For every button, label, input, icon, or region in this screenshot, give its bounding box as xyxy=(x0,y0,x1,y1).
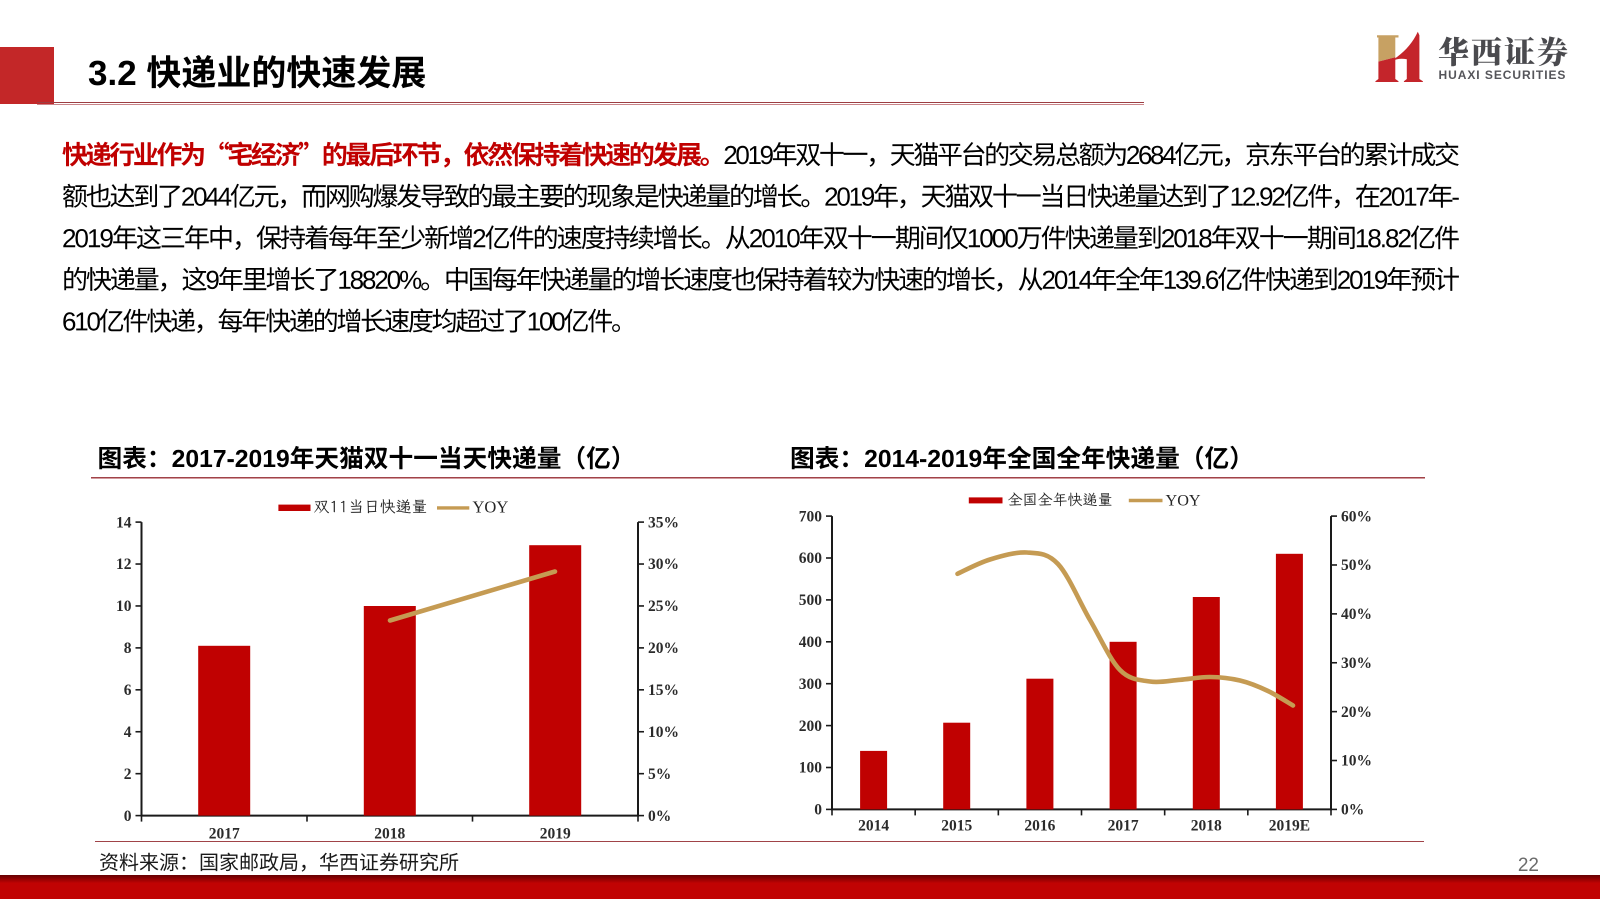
svg-text:0%: 0% xyxy=(1341,802,1364,819)
svg-text:60%: 60% xyxy=(1341,508,1372,525)
svg-text:30%: 30% xyxy=(1341,655,1372,672)
svg-text:600: 600 xyxy=(799,550,823,567)
svg-text:2017: 2017 xyxy=(209,826,240,843)
svg-text:20%: 20% xyxy=(1341,704,1372,721)
svg-text:2: 2 xyxy=(124,766,132,783)
svg-text:0: 0 xyxy=(124,808,132,825)
svg-text:2019: 2019 xyxy=(540,826,571,843)
svg-text:35%: 35% xyxy=(648,514,679,531)
svg-text:12: 12 xyxy=(116,556,132,573)
svg-text:5%: 5% xyxy=(648,766,671,783)
svg-text:400: 400 xyxy=(799,634,823,651)
svg-text:14: 14 xyxy=(116,514,132,531)
svg-text:22: 22 xyxy=(1518,855,1539,876)
svg-text:6: 6 xyxy=(124,682,132,699)
svg-text:700: 700 xyxy=(799,508,823,525)
svg-text:8: 8 xyxy=(124,640,132,657)
svg-text:10%: 10% xyxy=(648,724,679,741)
svg-text:25%: 25% xyxy=(648,598,679,615)
svg-text:100: 100 xyxy=(799,760,823,777)
svg-text:YOY: YOY xyxy=(1166,492,1201,510)
svg-text:20%: 20% xyxy=(648,640,679,657)
svg-text:10: 10 xyxy=(116,598,132,615)
svg-text:2019E: 2019E xyxy=(1269,818,1310,835)
svg-text:2018: 2018 xyxy=(374,826,405,843)
svg-text:0%: 0% xyxy=(648,808,671,825)
svg-text:15%: 15% xyxy=(648,682,679,699)
svg-text:200: 200 xyxy=(799,718,823,735)
svg-text:2017: 2017 xyxy=(1108,818,1139,835)
svg-text:4: 4 xyxy=(124,724,132,741)
svg-text:30%: 30% xyxy=(648,556,679,573)
svg-text:300: 300 xyxy=(799,676,823,693)
svg-text:2016: 2016 xyxy=(1024,818,1055,835)
svg-text:YOY: YOY xyxy=(473,497,509,516)
svg-text:HUAXI SECURITIES: HUAXI SECURITIES xyxy=(1439,68,1567,82)
svg-text:0: 0 xyxy=(814,802,822,819)
svg-text:40%: 40% xyxy=(1341,606,1372,623)
svg-text:50%: 50% xyxy=(1341,557,1372,574)
svg-text:2014: 2014 xyxy=(858,818,889,835)
svg-text:2015: 2015 xyxy=(941,818,972,835)
svg-text:500: 500 xyxy=(799,592,823,609)
svg-text:10%: 10% xyxy=(1341,753,1372,770)
svg-text:2018: 2018 xyxy=(1191,818,1222,835)
